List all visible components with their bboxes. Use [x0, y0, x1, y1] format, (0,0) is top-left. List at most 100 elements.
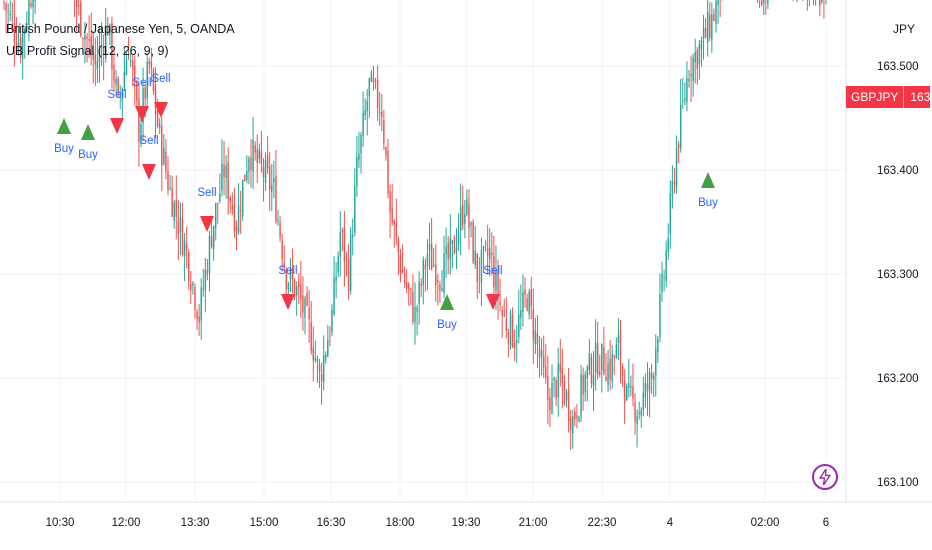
candle-body — [256, 149, 258, 163]
candle — [341, 227, 344, 252]
candle — [345, 252, 348, 277]
candle — [520, 284, 522, 331]
candle — [813, 0, 815, 6]
candle — [185, 226, 188, 269]
candle-body — [497, 269, 499, 299]
sell-label: Sell — [483, 265, 502, 277]
x-tick-label: 16:30 — [317, 517, 346, 529]
candle — [648, 367, 651, 418]
candle — [169, 174, 171, 191]
candle — [192, 281, 194, 295]
candle-body — [530, 289, 532, 306]
candle — [148, 57, 151, 75]
symbol-title[interactable]: British Pound / Japanese Yen, 5, OANDA — [6, 22, 235, 36]
candle-body — [109, 24, 111, 36]
candle-body — [229, 197, 231, 202]
x-tick-label: 02:00 — [751, 517, 780, 529]
candle — [715, 0, 717, 33]
candle — [146, 53, 148, 107]
candle-body — [540, 350, 543, 357]
candle-body — [441, 288, 443, 292]
price-axis[interactable]: 163.100 163.200 163.300 163.400 163.500 — [877, 61, 919, 489]
candle — [395, 198, 398, 246]
sell-label: Sell — [107, 89, 126, 101]
candle-body — [268, 166, 271, 190]
candle-body — [468, 204, 470, 229]
candle-body — [32, 0, 34, 8]
candle — [435, 244, 437, 302]
candle-body — [542, 355, 545, 368]
x-tick-label: 22:30 — [588, 517, 617, 529]
candle-body — [507, 332, 510, 344]
candle-body — [140, 124, 142, 144]
candle — [17, 25, 20, 56]
candle-body — [702, 27, 705, 40]
candle — [623, 369, 626, 425]
candle — [90, 12, 92, 66]
candle — [572, 409, 574, 449]
candle-body — [410, 288, 412, 290]
candle-body — [561, 367, 564, 383]
candle-body — [455, 247, 458, 251]
candle-body — [378, 112, 381, 114]
candle-body — [241, 179, 244, 217]
candle-body — [306, 293, 308, 306]
candle — [763, 0, 765, 15]
candle — [594, 319, 597, 391]
candle — [320, 362, 323, 405]
sell-arrow — [281, 294, 295, 310]
candle — [217, 202, 219, 224]
candle — [615, 337, 618, 359]
candle — [30, 0, 32, 9]
candle-body — [150, 61, 153, 69]
candle-body — [88, 38, 90, 41]
badge-symbol: GBPJPY — [846, 86, 905, 108]
candle — [482, 245, 485, 273]
candle-body — [19, 37, 22, 58]
lightning-bolt-icon[interactable] — [812, 464, 838, 490]
candle — [638, 401, 640, 420]
candle-body — [449, 238, 452, 260]
candle — [464, 200, 466, 239]
candle-body — [445, 246, 447, 255]
candle-body — [125, 61, 128, 75]
candle — [264, 152, 267, 191]
candle — [796, 0, 798, 3]
time-axis[interactable]: 10:30 12:00 13:30 15:00 16:30 18:00 19:30 21:00… — [46, 517, 830, 529]
candle-body — [767, 0, 769, 4]
candle-body — [325, 354, 327, 360]
sell-label: Sell — [278, 265, 297, 277]
candle-body — [360, 134, 362, 154]
candle — [262, 158, 265, 202]
candle-body — [418, 281, 420, 305]
candle — [131, 54, 134, 87]
candle-body — [642, 392, 645, 411]
candle — [451, 239, 454, 269]
candle-body — [208, 236, 211, 273]
indicator-title[interactable]: UB Profit Signal (12, 26, 9, 9) — [6, 44, 169, 58]
candle — [466, 189, 468, 217]
x-tick-label: 15:00 — [250, 517, 279, 529]
candle — [21, 29, 24, 80]
candle — [13, 0, 16, 67]
candle — [468, 189, 470, 250]
candle-body — [439, 284, 441, 290]
candle — [107, 17, 109, 36]
candle — [84, 21, 86, 64]
candle — [621, 363, 624, 388]
candle — [9, 0, 11, 22]
candle — [378, 92, 381, 126]
candle-body — [129, 60, 132, 62]
candle — [374, 77, 377, 90]
candle — [308, 290, 310, 343]
candle — [271, 164, 273, 212]
candle — [80, 0, 82, 38]
candle-body — [565, 391, 568, 400]
candle — [563, 374, 566, 407]
candle-body — [555, 380, 557, 399]
candle — [190, 270, 192, 304]
candle — [109, 23, 111, 46]
candle — [630, 375, 632, 397]
